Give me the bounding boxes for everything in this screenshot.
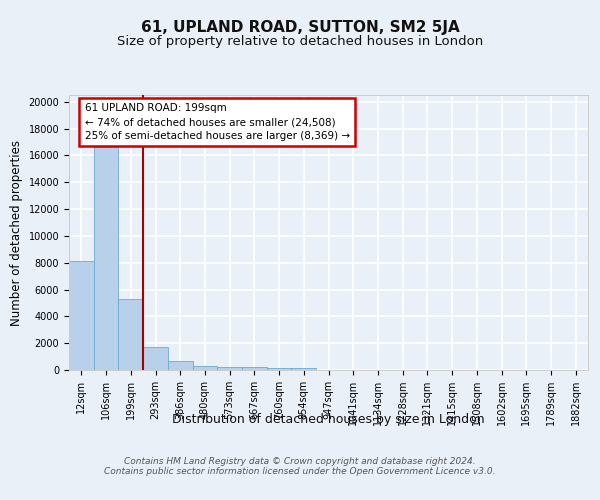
Bar bbox=[69, 262, 94, 370]
Text: 61, UPLAND ROAD, SUTTON, SM2 5JA: 61, UPLAND ROAD, SUTTON, SM2 5JA bbox=[140, 20, 460, 35]
Text: Contains HM Land Registry data © Crown copyright and database right 2024.
Contai: Contains HM Land Registry data © Crown c… bbox=[104, 456, 496, 476]
Bar bbox=[94, 148, 118, 370]
Bar bbox=[118, 299, 143, 370]
Bar bbox=[217, 367, 242, 370]
Text: 61 UPLAND ROAD: 199sqm
← 74% of detached houses are smaller (24,508)
25% of semi: 61 UPLAND ROAD: 199sqm ← 74% of detached… bbox=[85, 104, 350, 141]
Text: Distribution of detached houses by size in London: Distribution of detached houses by size … bbox=[172, 412, 485, 426]
Bar bbox=[193, 366, 217, 370]
Bar bbox=[292, 368, 316, 370]
Y-axis label: Number of detached properties: Number of detached properties bbox=[10, 140, 23, 326]
Bar bbox=[267, 368, 292, 370]
Bar bbox=[242, 368, 267, 370]
Text: Size of property relative to detached houses in London: Size of property relative to detached ho… bbox=[117, 34, 483, 48]
Bar bbox=[143, 346, 168, 370]
Bar bbox=[168, 360, 193, 370]
